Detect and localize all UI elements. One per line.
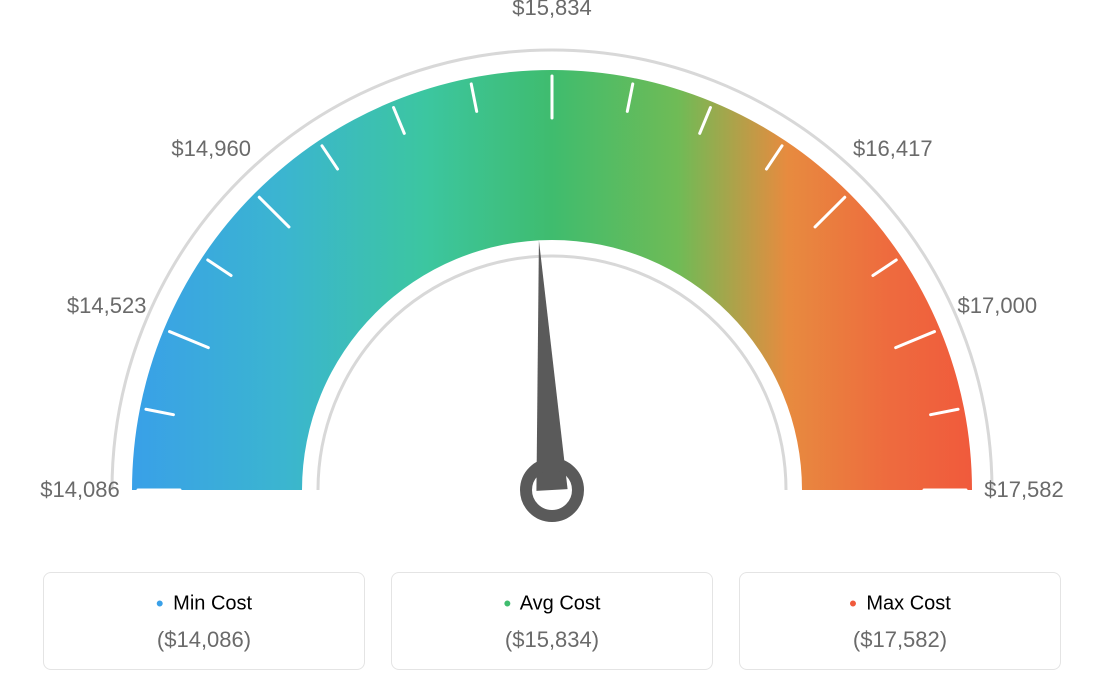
gauge-tick-label: $15,834 xyxy=(512,0,592,21)
legend-title-text-avg: Avg Cost xyxy=(520,592,601,614)
legend-card-avg: • Avg Cost ($15,834) xyxy=(391,572,713,670)
gauge-tick-label: $16,417 xyxy=(853,136,933,162)
legend-value-avg: ($15,834) xyxy=(402,627,702,653)
legend-value-max: ($17,582) xyxy=(750,627,1050,653)
legend-value-min: ($14,086) xyxy=(54,627,354,653)
legend-dot-avg: • xyxy=(504,591,512,616)
gauge-tick-label: $17,582 xyxy=(984,477,1064,503)
gauge-chart: $14,086 $14,523 $14,960 $15,834 $16,417 $17,0… xyxy=(0,0,1104,560)
gauge-tick-label: $14,960 xyxy=(171,136,251,162)
legend-title-avg: • Avg Cost xyxy=(402,591,702,617)
legend-title-text-min: Min Cost xyxy=(173,592,252,614)
legend-card-min: • Min Cost ($14,086) xyxy=(43,572,365,670)
gauge-tick-label: $14,086 xyxy=(40,477,120,503)
gauge-svg xyxy=(0,0,1104,560)
legend-dot-min: • xyxy=(156,591,164,616)
chart-container: $14,086 $14,523 $14,960 $15,834 $16,417 $17,0… xyxy=(0,0,1104,690)
gauge-tick-label: $14,523 xyxy=(67,293,147,319)
legend-title-max: • Max Cost xyxy=(750,591,1050,617)
legend-title-min: • Min Cost xyxy=(54,591,354,617)
legend-card-max: • Max Cost ($17,582) xyxy=(739,572,1061,670)
legend-title-text-max: Max Cost xyxy=(866,592,950,614)
legend-row: • Min Cost ($14,086) • Avg Cost ($15,834… xyxy=(0,572,1104,670)
gauge-tick-label: $17,000 xyxy=(958,293,1038,319)
legend-dot-max: • xyxy=(849,591,857,616)
